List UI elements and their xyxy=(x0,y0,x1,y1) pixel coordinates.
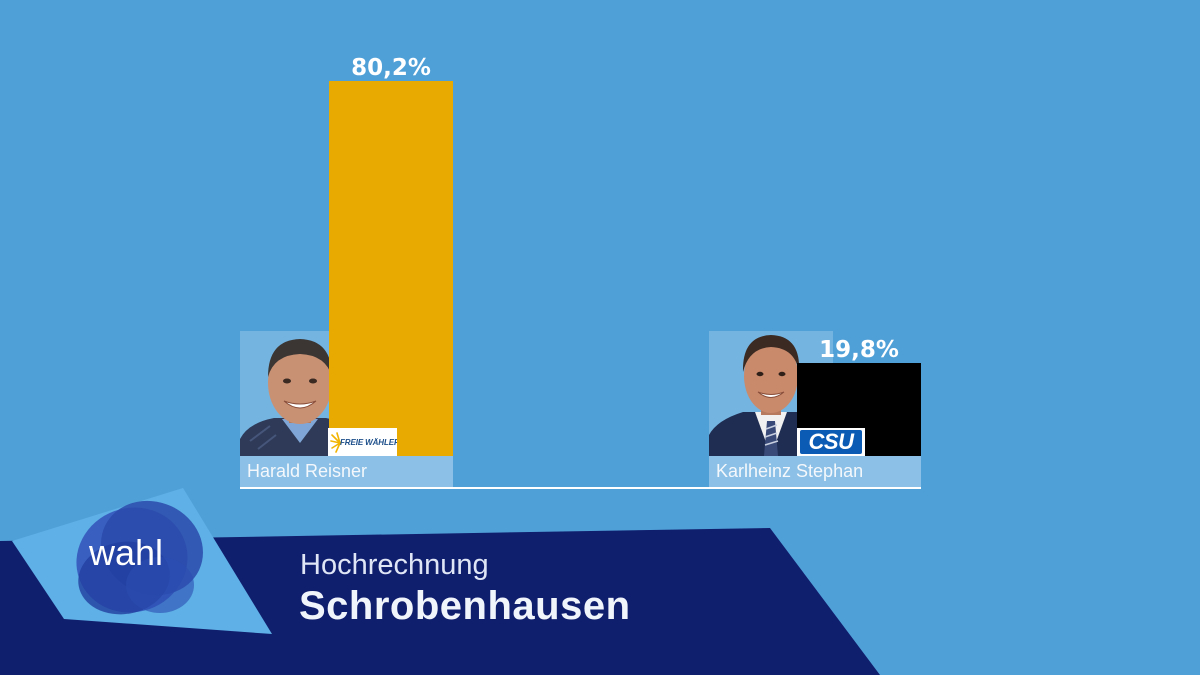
party-logo-text: FREIE WÄHLER xyxy=(340,438,397,447)
candidate-name-label: Harald Reisner xyxy=(240,456,453,487)
sun-icon xyxy=(330,432,341,453)
candidate-name-label: Karlheinz Stephan xyxy=(709,456,921,487)
bar xyxy=(329,80,453,456)
wahl-logo-blob xyxy=(76,500,203,615)
csu-logo: CSU xyxy=(797,428,865,456)
graphic-subtitle: Hochrechnung xyxy=(300,549,489,581)
brand-logo-text: wahl xyxy=(89,532,164,573)
freie-waehler-logo: FREIE WÄHLER xyxy=(328,428,397,456)
party-logo-text: CSU xyxy=(808,429,854,454)
value-label: 80,2% xyxy=(351,54,431,81)
value-label: 19,8% xyxy=(819,337,899,364)
chart-baseline xyxy=(240,487,921,489)
candidate-name: Harald Reisner xyxy=(247,461,368,481)
candidate-name: Karlheinz Stephan xyxy=(716,461,864,481)
csu-logo-box: CSU xyxy=(800,430,862,454)
graphic-title: Schrobenhausen xyxy=(299,584,631,628)
